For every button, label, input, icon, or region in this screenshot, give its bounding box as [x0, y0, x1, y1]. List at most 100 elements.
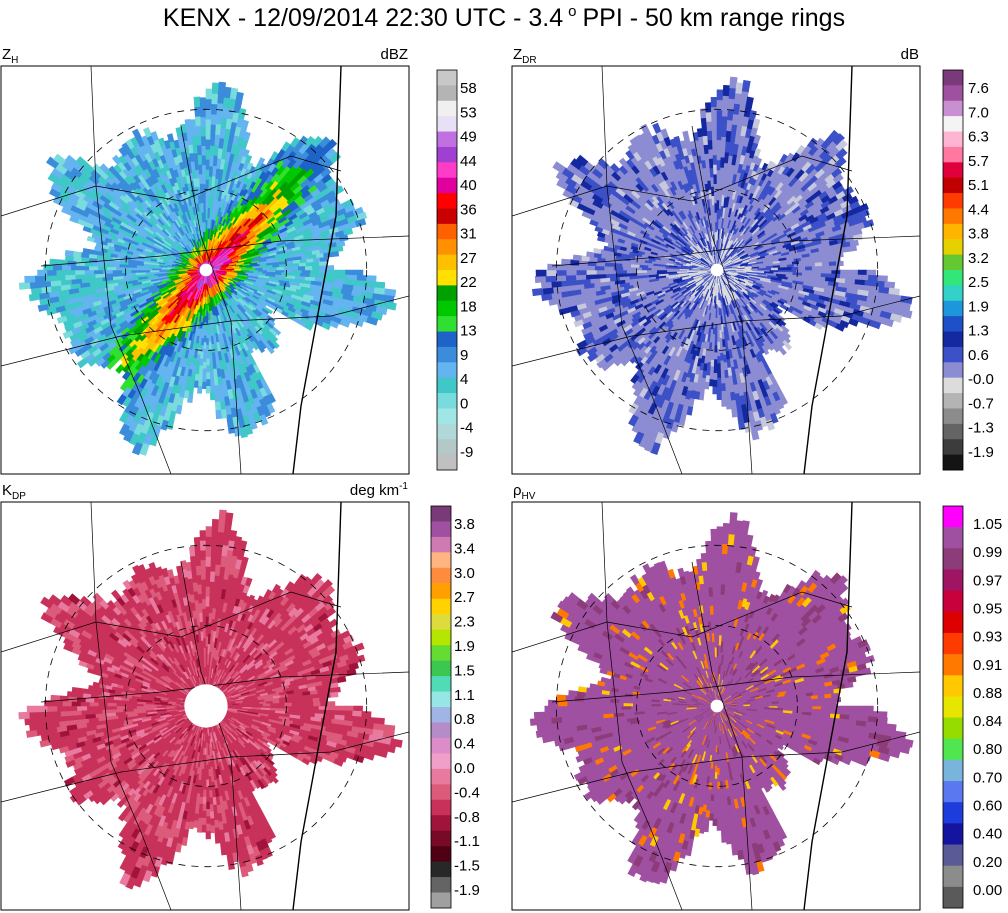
colorbar-tick-label: 40	[460, 177, 477, 194]
colorbar-swatch	[431, 660, 451, 677]
rhohv-field	[512, 502, 920, 910]
range-ring-100km	[44, 108, 368, 432]
colorbar-swatch	[437, 146, 457, 163]
boundary-line	[551, 235, 920, 267]
radar-site-dot	[710, 263, 724, 277]
zdr-units-label: dB	[901, 46, 919, 63]
colorbar-tick-label: 3.2	[968, 250, 989, 267]
zdr-colorbar: 7.6 7.0 6.3 5.7 5.1 4.4 3.8 3.2 2.5 1.9 1.3 0.6 -0.0…	[942, 69, 994, 471]
colorbar-tick-label: 0.20	[973, 854, 1002, 871]
colorbar-swatch	[437, 193, 457, 209]
colorbar-tick-label: 1.1	[454, 687, 475, 704]
radar-site-dot	[199, 263, 213, 277]
colorbar-tick-label: 13	[460, 323, 477, 340]
colorbar-tick-label: 3.8	[968, 226, 989, 243]
colorbar-swatch	[431, 753, 451, 770]
zdr-variable-label: ZDR	[513, 46, 537, 66]
colorbar-tick-label: 0.95	[973, 601, 1002, 618]
boundary-line	[691, 561, 753, 910]
boundary-line	[180, 125, 242, 474]
colorbar-swatch	[431, 521, 451, 538]
colorbar-tick-label: 2.3	[454, 614, 475, 631]
colorbar-tick-label: 0.99	[973, 544, 1002, 561]
colorbar-tick-label: 0.00	[973, 882, 1002, 899]
colorbar-swatch	[943, 527, 963, 549]
colorbar-swatch	[437, 85, 457, 102]
colorbar-swatch	[437, 285, 457, 302]
colorbar-tick-label: 0.8	[454, 711, 475, 728]
colorbar-tick-label: 0.88	[973, 685, 1002, 702]
rhohv-frame	[511, 501, 921, 911]
colorbar-swatch	[943, 331, 963, 348]
colorbar-tick-label: -1.1	[454, 833, 480, 850]
boundary-line	[601, 66, 683, 474]
colorbar-tick-label: 36	[460, 201, 477, 218]
colorbar-swatch	[943, 611, 963, 634]
boundary-line	[40, 235, 409, 267]
boundary-line	[90, 66, 172, 474]
colorbar-swatch	[943, 590, 963, 613]
colorbar-swatch	[431, 737, 451, 754]
range-ring-100km	[555, 544, 879, 868]
panel-zdr: ZDR dB 7.6 7.0 6.3 5.7 5.1 4.4 3.8 3.2 2.5 1.9 1.3 0.…	[511, 46, 994, 475]
colorbar-swatch	[437, 116, 457, 132]
colorbar-tick-label: 1.5	[454, 662, 475, 679]
colorbar-swatch	[943, 454, 963, 471]
boundary-line	[1, 155, 342, 217]
colorbar-swatch	[943, 393, 963, 409]
colorbar-tick-label: -1.3	[968, 420, 994, 437]
colorbar-swatch	[943, 100, 963, 117]
colorbar-swatch	[437, 208, 457, 225]
colorbar-swatch	[431, 799, 451, 816]
colorbar-tick-label: -9	[460, 444, 473, 461]
colorbar-tick-label: 7.6	[968, 80, 989, 97]
colorbar-swatch	[431, 629, 451, 646]
colorbar-swatch	[943, 717, 963, 740]
boundary-line	[512, 591, 853, 653]
colorbar-tick-label: -1.9	[968, 444, 994, 461]
colorbar-swatch	[431, 707, 451, 723]
zh-units-label: dBZ	[380, 46, 408, 63]
zdr-field	[512, 66, 920, 474]
kdp-field	[1, 502, 409, 910]
kdp-units-label: deg km-1	[350, 481, 409, 499]
colorbar-tick-label: 1.3	[968, 323, 989, 340]
range-ring-100km	[555, 108, 879, 432]
colorbar-swatch	[943, 285, 963, 302]
colorbar-swatch	[943, 865, 963, 888]
colorbar-tick-label: -0.0	[968, 371, 994, 388]
colorbar-tick-label: -1.5	[454, 858, 480, 875]
colorbar-tick-label: 53	[460, 104, 477, 121]
panel-kdp: KDP deg km-1 3.8 3.4 3.0 2.7 2.3 1.9 1.5 1.1 0.8 0.…	[0, 481, 480, 911]
colorbar-swatch	[943, 377, 963, 394]
zh-field	[1, 66, 409, 474]
colorbar-swatch	[437, 423, 457, 440]
colorbar-swatch	[943, 675, 963, 697]
colorbar-swatch	[437, 223, 457, 240]
colorbar-tick-label: 3.8	[454, 516, 475, 533]
colorbar-swatch	[943, 362, 963, 379]
colorbar-swatch	[943, 823, 963, 845]
colorbar-swatch	[943, 239, 963, 256]
colorbar-swatch	[943, 506, 963, 528]
colorbar-swatch	[943, 632, 963, 655]
colorbar-swatch	[437, 439, 457, 456]
colorbar-swatch	[437, 100, 457, 117]
colorbar-swatch	[437, 377, 457, 394]
colorbar-tick-label: -1.9	[454, 882, 480, 899]
colorbar-tick-label: 4.4	[968, 201, 989, 218]
colorbar-swatch	[431, 846, 451, 863]
colorbar-tick-label: 1.05	[973, 516, 1002, 533]
colorbar-swatch	[943, 270, 963, 286]
colorbar-tick-label: 0.4	[454, 736, 475, 753]
colorbar-tick-label: 0	[460, 396, 468, 413]
colorbar-swatch	[431, 645, 451, 662]
colorbar-swatch	[431, 768, 451, 785]
colorbar-swatch	[431, 552, 451, 569]
colorbar-tick-label: 0.0	[454, 760, 475, 777]
colorbar-swatch	[431, 614, 451, 631]
radar-site-dot	[710, 699, 724, 713]
colorbar-tick-label: 0.70	[973, 769, 1002, 786]
